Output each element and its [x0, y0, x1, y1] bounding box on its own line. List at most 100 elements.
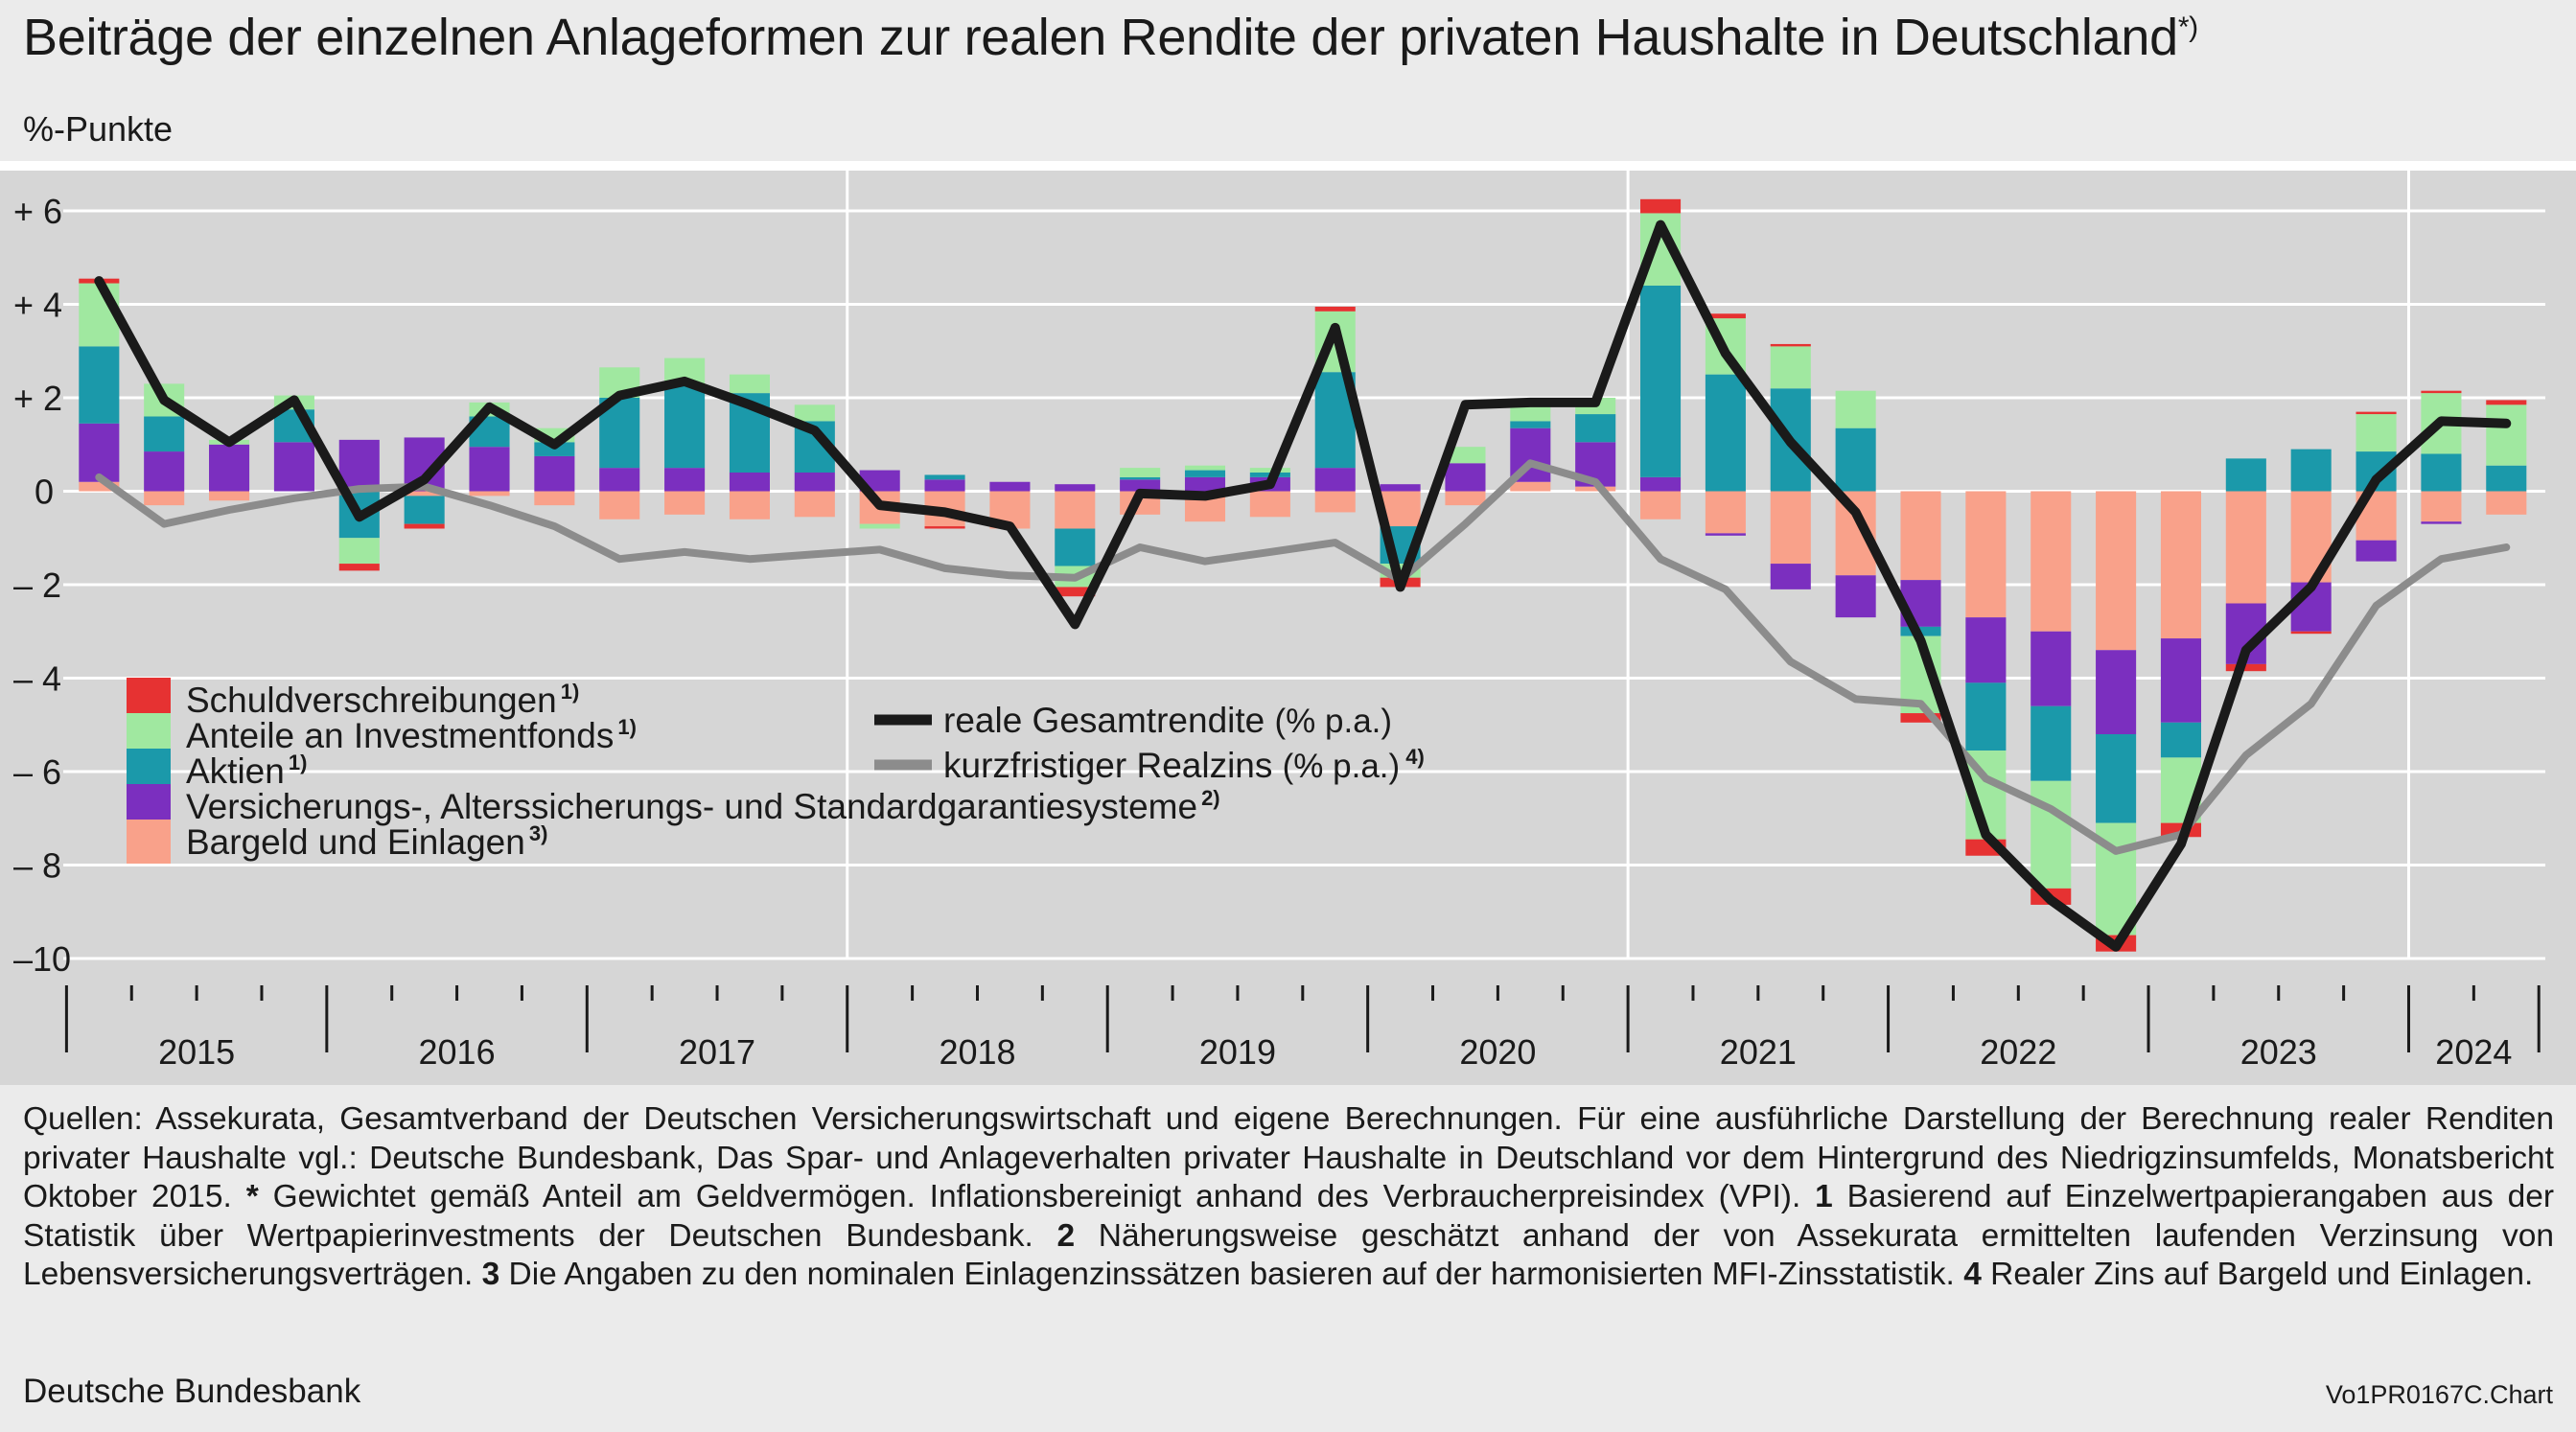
bar-segment	[338, 564, 380, 571]
bar-segment	[1705, 533, 1746, 536]
chart-code: Vo1PR0167C.Chart	[2325, 1380, 2553, 1409]
footnote-2-key: 2	[1056, 1217, 1076, 1254]
footnote-1-key: 1	[1815, 1179, 1833, 1214]
y-tick-label: – 4	[13, 659, 61, 699]
bar-segment	[729, 473, 770, 492]
bar-segment	[794, 404, 835, 422]
chart-footnotes: Quellen: Assekurata, Gesamtverband der D…	[23, 1100, 2554, 1295]
bar-segment	[79, 346, 120, 424]
bar-segment	[1705, 313, 1746, 319]
legend-swatch	[127, 820, 171, 864]
x-year-label: 2022	[1980, 1032, 2056, 1072]
line-reale-gesamtrendite	[94, 219, 2512, 952]
bar-segment	[1640, 491, 1682, 520]
y-axis: + 6 + 4 + 2 0 – 2 – 4 – 6 – 8 –10	[13, 192, 71, 979]
bar-segment	[1705, 374, 1746, 492]
x-year-label: 2019	[1199, 1032, 1276, 1072]
bar-segment	[1575, 486, 1616, 492]
legend: Schuldverschreibungen 1)Anteile an Invest…	[127, 678, 1425, 864]
line-series	[94, 219, 2512, 952]
bar-segment	[2356, 411, 2397, 415]
bar-segment	[1380, 484, 1421, 492]
bar-segment	[1835, 390, 1876, 428]
chart-title-text: Beiträge der einzelnen Anlageformen zur …	[23, 9, 2178, 66]
bar-segment	[144, 451, 185, 492]
y-tick-label: – 6	[13, 752, 61, 792]
bar-segment	[2486, 404, 2527, 466]
bar-segment	[2356, 540, 2397, 562]
bar-segment	[794, 473, 835, 492]
bar-segment	[1575, 414, 1616, 443]
footnote-1-text: Basierend auf Einzelwertpapierangaben au…	[23, 1179, 2554, 1254]
x-axis: 2015 2016 2017 2018 2019 2020 2021 2022 2023 2024	[64, 985, 2541, 1072]
bar-segment	[1640, 476, 1682, 492]
y-tick-label: + 4	[13, 286, 62, 325]
bar-segment	[1120, 476, 1161, 480]
x-year-label: 2017	[679, 1032, 755, 1072]
bar-segment	[2031, 631, 2072, 706]
y-tick-label: – 8	[13, 846, 61, 886]
bar-segment	[599, 468, 640, 492]
bar-segment	[469, 447, 510, 492]
footnote-3-key: 3	[481, 1257, 500, 1292]
legend-label: Bargeld und Einlagen 3)	[186, 821, 547, 862]
bar-segment	[1965, 491, 2007, 618]
bar-segment	[1314, 306, 1356, 312]
legend-label: kurzfristiger Realzins (% p.a.) 4)	[943, 745, 1425, 785]
bar-segment	[1770, 564, 1811, 589]
y-axis-unit: %-Punkte	[23, 109, 174, 149]
bar-segment	[1770, 491, 1811, 565]
bar-segment	[404, 523, 445, 529]
bar-segment	[534, 491, 575, 506]
bar-segment	[1445, 463, 1486, 492]
bar-segment	[1184, 476, 1226, 492]
top-rule	[0, 161, 2576, 171]
bar-segment	[1055, 587, 1096, 597]
bar-segment	[1900, 491, 1941, 581]
bar-segment	[1314, 468, 1356, 492]
bar-segment	[729, 491, 770, 520]
bar-segment	[1445, 491, 1486, 506]
y-tick-label: – 2	[13, 566, 61, 605]
bar-segment	[1640, 286, 1682, 477]
bar-segment	[1120, 479, 1161, 492]
bar-segment	[2160, 491, 2202, 639]
legend-label: Versicherungs-, Alterssicherungs- und St…	[186, 786, 1220, 826]
x-year-label: 2016	[419, 1032, 496, 1072]
bar-segment	[924, 526, 965, 529]
bar-segment	[2421, 491, 2462, 522]
bar-segment	[209, 444, 250, 492]
y-tick-label: + 6	[13, 192, 62, 231]
bar-segment	[989, 481, 1031, 492]
bar-segment	[1055, 528, 1096, 566]
bar-segment	[79, 481, 120, 492]
bar-segment	[2031, 491, 2072, 632]
legend-label: reale Gesamtrendite (% p.a.)	[943, 701, 1392, 740]
footnote-4-key: 4	[1963, 1257, 1982, 1292]
footnote-star-key: *	[245, 1179, 259, 1214]
bar-segment	[1120, 468, 1161, 477]
bar-segment	[79, 423, 120, 482]
legend-label: Schuldverschreibungen 1)	[186, 680, 579, 720]
footnote-2-text: Näherungsweise geschätzt anhand der von …	[23, 1217, 2554, 1293]
bar-segment	[273, 442, 314, 492]
bar-segment	[469, 491, 510, 497]
title-footnote-marker: *)	[2177, 12, 2198, 43]
bar-segment	[534, 455, 575, 492]
bar-segment	[2225, 458, 2266, 492]
bar-segment	[2290, 631, 2332, 635]
line-kurzfristiger-realzins	[95, 459, 2511, 855]
bar-segment	[404, 496, 445, 524]
bar-segment	[2290, 449, 2332, 492]
bar-segment	[2486, 465, 2527, 492]
chart-title: Beiträge der einzelnen Anlageformen zur …	[23, 8, 2198, 67]
bar-segment	[144, 491, 185, 506]
bar-segment	[599, 491, 640, 520]
bar-segment	[924, 479, 965, 492]
x-year-label: 2024	[2435, 1032, 2512, 1072]
footnote-star-text: Gewichtet gemäß Anteil am Geldvermögen. …	[272, 1179, 1801, 1214]
bar-segment	[209, 491, 250, 501]
bar-segment	[1965, 617, 2007, 683]
publisher: Deutsche Bundesbank	[23, 1373, 361, 1410]
bar-segment	[794, 491, 835, 518]
